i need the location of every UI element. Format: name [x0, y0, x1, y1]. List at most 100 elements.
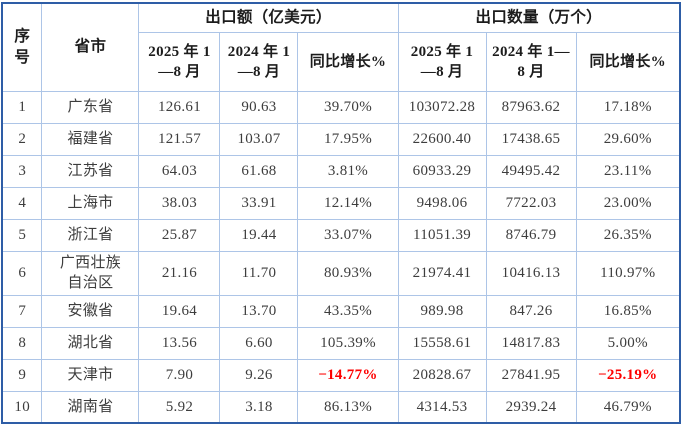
header-group-export-amount: 出口额（亿美元） — [138, 2, 399, 33]
row-province: 江苏省 — [41, 155, 140, 188]
row-serial-number: 2 — [1, 123, 43, 156]
row-cell: 90.63 — [219, 91, 299, 124]
header-amount-2025: 2025 年 1 —8 月 — [138, 32, 221, 92]
row-cell: 3.18 — [219, 390, 299, 424]
table-row: 10 湖南省 5.92 3.18 86.13% 4314.53 2939.24 … — [1, 390, 681, 424]
row-cell: 27841.95 — [485, 358, 577, 392]
row-cell: 9498.06 — [397, 187, 487, 220]
row-cell: 2939.24 — [485, 390, 577, 424]
row-cell: 33.91 — [219, 187, 299, 220]
row-cell: 5.92 — [138, 390, 221, 424]
row-cell: 23.11% — [575, 155, 681, 188]
row-province: 安徽省 — [41, 294, 140, 328]
row-province: 湖南省 — [41, 390, 140, 424]
row-cell: 10416.13 — [485, 251, 577, 296]
row-cell: 17.95% — [297, 123, 399, 156]
row-province: 浙江省 — [41, 219, 140, 252]
table-row: 7 安徽省 19.64 13.70 43.35% 989.98 847.26 1… — [1, 294, 681, 328]
row-cell: 103.07 — [219, 123, 299, 156]
row-cell: 43.35% — [297, 294, 399, 328]
row-cell: 11.70 — [219, 251, 299, 296]
table-row: 3 江苏省 64.03 61.68 3.81% 60933.29 49495.4… — [1, 155, 681, 188]
row-cell: 87963.62 — [485, 91, 577, 124]
row-cell: 80.93% — [297, 251, 399, 296]
row-cell: −25.19% — [575, 358, 681, 392]
row-cell: 39.70% — [297, 91, 399, 124]
row-cell: 33.07% — [297, 219, 399, 252]
header-amount-2024: 2024 年 1 —8 月 — [219, 32, 299, 92]
row-cell: 20828.67 — [397, 358, 487, 392]
table-row: 9 天津市 7.90 9.26 −14.77% 20828.67 27841.9… — [1, 358, 681, 392]
row-cell: 60933.29 — [397, 155, 487, 188]
header-quantity-yoy-growth: 同比增长% — [575, 32, 681, 92]
header-amount-yoy-growth: 同比增长% — [297, 32, 399, 92]
row-cell: 14817.83 — [485, 326, 577, 360]
row-cell: 13.70 — [219, 294, 299, 328]
row-cell: 8746.79 — [485, 219, 577, 252]
row-cell: 23.00% — [575, 187, 681, 220]
header-quantity-2024: 2024 年 1— 8 月 — [485, 32, 577, 92]
row-cell: 21.16 — [138, 251, 221, 296]
row-cell: 7722.03 — [485, 187, 577, 220]
row-cell: 21974.41 — [397, 251, 487, 296]
row-province: 福建省 — [41, 123, 140, 156]
table-header: 序 号 省市 出口额（亿美元） 出口数量（万个） 2025 年 1 —8 月 2… — [1, 2, 681, 92]
row-cell: 4314.53 — [397, 390, 487, 424]
row-cell: 38.03 — [138, 187, 221, 220]
row-cell: 110.97% — [575, 251, 681, 296]
header-sub-row: 2025 年 1 —8 月 2024 年 1 —8 月 同比增长% 2025 年… — [2, 32, 681, 92]
header-serial-number: 序 号 — [1, 2, 43, 92]
table-row: 6 广西壮族 自治区 21.16 11.70 80.93% 21974.41 1… — [1, 251, 681, 296]
header-quantity-2025: 2025 年 1 —8 月 — [397, 32, 487, 92]
row-province: 广西壮族 自治区 — [41, 251, 140, 296]
row-cell: 126.61 — [138, 91, 221, 124]
row-serial-number: 4 — [1, 187, 43, 220]
row-province: 广东省 — [41, 91, 140, 124]
row-cell: 86.13% — [297, 390, 399, 424]
row-serial-number: 8 — [1, 326, 43, 360]
row-cell: 15558.61 — [397, 326, 487, 360]
row-cell: 7.90 — [138, 358, 221, 392]
export-data-table: 序 号 省市 出口额（亿美元） 出口数量（万个） 2025 年 1 —8 月 2… — [0, 2, 681, 424]
header-province: 省市 — [41, 2, 140, 92]
row-cell: 9.26 — [219, 358, 299, 392]
row-serial-number: 10 — [1, 390, 43, 424]
table-row: 4 上海市 38.03 33.91 12.14% 9498.06 7722.03… — [1, 187, 681, 220]
row-cell: −14.77% — [297, 358, 399, 392]
row-province: 上海市 — [41, 187, 140, 220]
row-serial-number: 7 — [1, 294, 43, 328]
row-serial-number: 5 — [1, 219, 43, 252]
row-cell: 49495.42 — [485, 155, 577, 188]
row-serial-number: 3 — [1, 155, 43, 188]
row-cell: 5.00% — [575, 326, 681, 360]
row-cell: 46.79% — [575, 390, 681, 424]
row-cell: 105.39% — [297, 326, 399, 360]
row-serial-number: 9 — [1, 358, 43, 392]
row-province: 湖北省 — [41, 326, 140, 360]
row-cell: 13.56 — [138, 326, 221, 360]
row-serial-number: 6 — [1, 251, 43, 296]
row-cell: 17.18% — [575, 91, 681, 124]
row-serial-number: 1 — [1, 91, 43, 124]
header-group-row: 序 号 省市 出口额（亿美元） 出口数量（万个） — [1, 2, 681, 92]
row-cell: 29.60% — [575, 123, 681, 156]
row-cell: 103072.28 — [397, 91, 487, 124]
row-cell: 17438.65 — [485, 123, 577, 156]
table-row: 2 福建省 121.57 103.07 17.95% 22600.40 1743… — [1, 123, 681, 156]
row-cell: 12.14% — [297, 187, 399, 220]
row-cell: 121.57 — [138, 123, 221, 156]
table-row: 1 广东省 126.61 90.63 39.70% 103072.28 8796… — [1, 91, 681, 124]
row-cell: 6.60 — [219, 326, 299, 360]
table-body: 1 广东省 126.61 90.63 39.70% 103072.28 8796… — [1, 91, 681, 424]
row-province: 天津市 — [41, 358, 140, 392]
row-cell: 19.64 — [138, 294, 221, 328]
row-cell: 61.68 — [219, 155, 299, 188]
row-cell: 26.35% — [575, 219, 681, 252]
row-cell: 11051.39 — [397, 219, 487, 252]
row-cell: 16.85% — [575, 294, 681, 328]
row-cell: 3.81% — [297, 155, 399, 188]
table-row: 8 湖北省 13.56 6.60 105.39% 15558.61 14817.… — [1, 326, 681, 360]
row-cell: 19.44 — [219, 219, 299, 252]
row-cell: 25.87 — [138, 219, 221, 252]
row-cell: 64.03 — [138, 155, 221, 188]
